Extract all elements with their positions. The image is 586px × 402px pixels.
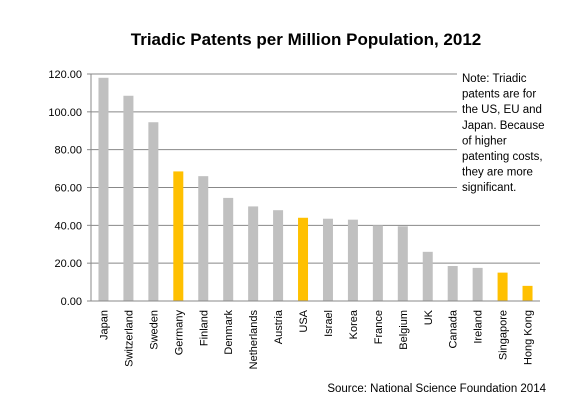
bar-korea — [347, 219, 358, 301]
x-tick-label: Hong Kong — [523, 310, 535, 365]
bar-austria — [273, 210, 284, 301]
x-tick-label: Belgium — [398, 310, 410, 350]
y-tick-label: 120.00 — [48, 69, 82, 81]
x-tick-label: Singapore — [498, 310, 510, 360]
x-tick-label: Switzerland — [123, 310, 135, 367]
x-tick-label: Israel — [323, 310, 335, 337]
axes — [90, 74, 540, 302]
note-line: the US, EU and — [462, 104, 542, 116]
bars — [98, 77, 533, 302]
note-background — [457, 69, 555, 198]
bar-denmark — [223, 197, 234, 301]
bar-hong-kong — [522, 285, 533, 301]
note-line: Note: Triadic — [462, 73, 527, 85]
bar-finland — [198, 176, 209, 301]
bar-germany — [173, 171, 184, 301]
note-line: patents are for — [462, 89, 536, 101]
bar-uk — [422, 251, 433, 301]
note-line: of higher — [462, 135, 507, 147]
bar-japan — [98, 77, 109, 302]
x-tick-label: Netherlands — [248, 310, 260, 370]
bar-france — [372, 225, 383, 301]
note-line: significant. — [462, 182, 516, 194]
bar-belgium — [397, 226, 408, 301]
note-line: Japan. Because — [462, 120, 544, 132]
bar-canada — [447, 266, 458, 301]
x-tick-label: Canada — [448, 309, 460, 348]
x-tick-label: France — [373, 310, 385, 344]
bar-ireland — [472, 267, 483, 301]
x-tick-label: Japan — [98, 310, 110, 340]
y-tick-label: 80.00 — [54, 145, 82, 157]
y-tick-label: 100.00 — [48, 107, 82, 119]
y-tick-label: 60.00 — [54, 183, 82, 195]
bar-singapore — [497, 272, 508, 301]
gridlines — [91, 73, 540, 264]
source-note: Source: National Science Foundation 2014 — [327, 383, 546, 395]
x-tick-label: Ireland — [473, 310, 485, 344]
x-tick-label: USA — [298, 309, 310, 332]
x-tick-label: UK — [423, 309, 435, 325]
chart-title: Triadic Patents per Million Population, … — [131, 30, 481, 49]
y-tick-label: 0.00 — [61, 296, 82, 308]
x-axis-ticks: Japan Switzerland Sweden Germany Finland Denm… — [98, 309, 534, 369]
note-line: they are more — [462, 167, 533, 179]
chart-note: Note: Triadic patents are for the US, EU a… — [457, 69, 555, 198]
note-line: patenting costs, — [462, 151, 543, 163]
bar-sweden — [148, 122, 159, 301]
x-tick-label: Sweden — [148, 310, 160, 350]
bar-usa — [298, 217, 309, 301]
bar-israel — [322, 218, 333, 301]
y-tick-label: 40.00 — [54, 220, 82, 232]
x-tick-label: Germany — [173, 310, 185, 356]
y-axis-ticks: 0.00 20.00 40.00 60.00 80.00 100.00 120.00 — [48, 69, 91, 308]
x-tick-label: Denmark — [223, 310, 235, 355]
bar-netherlands — [248, 206, 259, 301]
x-tick-label: Korea — [348, 309, 360, 339]
y-tick-label: 20.00 — [54, 258, 82, 270]
bar-switzerland — [123, 95, 134, 301]
x-tick-label: Austria — [273, 309, 285, 344]
x-tick-label: Finland — [198, 310, 210, 346]
